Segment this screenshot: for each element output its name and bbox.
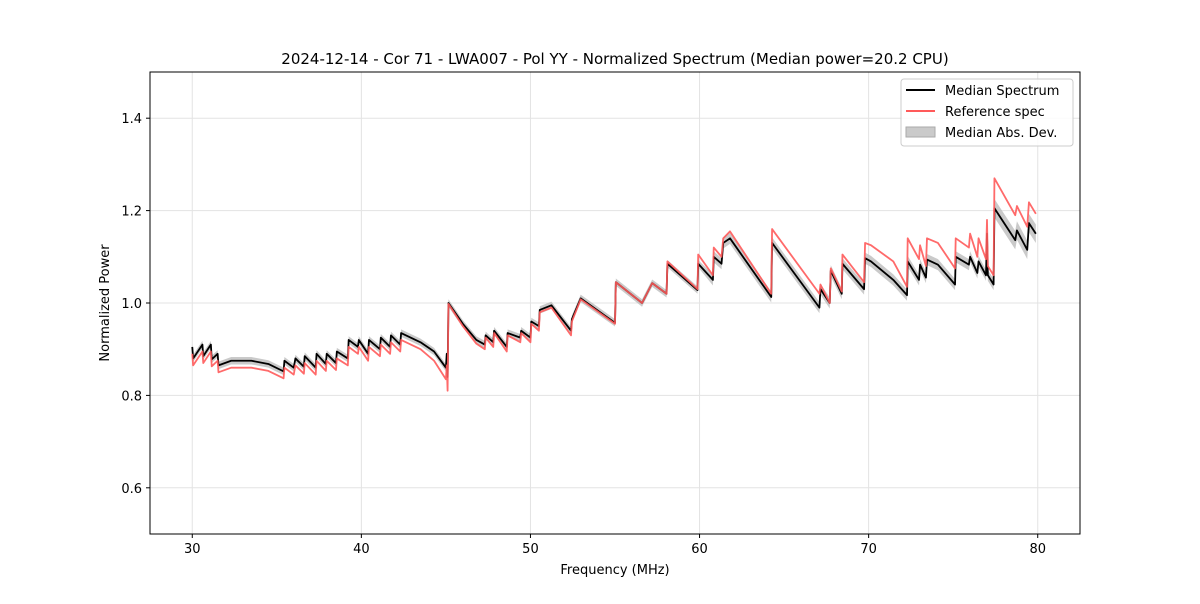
x-tick-label: 80 [1029, 542, 1046, 557]
plot-area [191, 177, 1037, 392]
y-axis-label: Normalized Power [98, 244, 113, 362]
x-tick-label: 40 [353, 542, 370, 557]
y-tick-label: 1.0 [121, 297, 142, 312]
legend-frame [900, 78, 1074, 147]
legend: Median Spectrum Reference spec Median Ab… [900, 78, 1074, 147]
mad-band [192, 199, 1036, 381]
legend-mad-swatch [905, 126, 936, 138]
y-tick-label: 1.2 [121, 205, 142, 220]
y-tick-label: 0.6 [121, 482, 142, 497]
x-axis-label: Frequency (MHz) [560, 563, 669, 578]
x-tick-label: 30 [184, 542, 201, 557]
legend-reference-label: Reference spec [945, 105, 1045, 120]
x-tick-label: 60 [691, 542, 708, 557]
y-tick-label: 1.4 [121, 112, 142, 127]
x-tick-label: 50 [522, 542, 539, 557]
reference-spectrum-line [191, 177, 1037, 392]
legend-median-label: Median Spectrum [945, 84, 1059, 99]
ticks: 30 40 50 60 70 80 0.6 0.8 1.0 1.2 1.4 [121, 112, 1046, 557]
x-tick-label: 70 [860, 542, 877, 557]
legend-mad-label: Median Abs. Dev. [945, 126, 1057, 141]
y-tick-label: 0.8 [121, 389, 142, 404]
chart-title: 2024-12-14 - Cor 71 - LWA007 - Pol YY - … [281, 50, 948, 68]
